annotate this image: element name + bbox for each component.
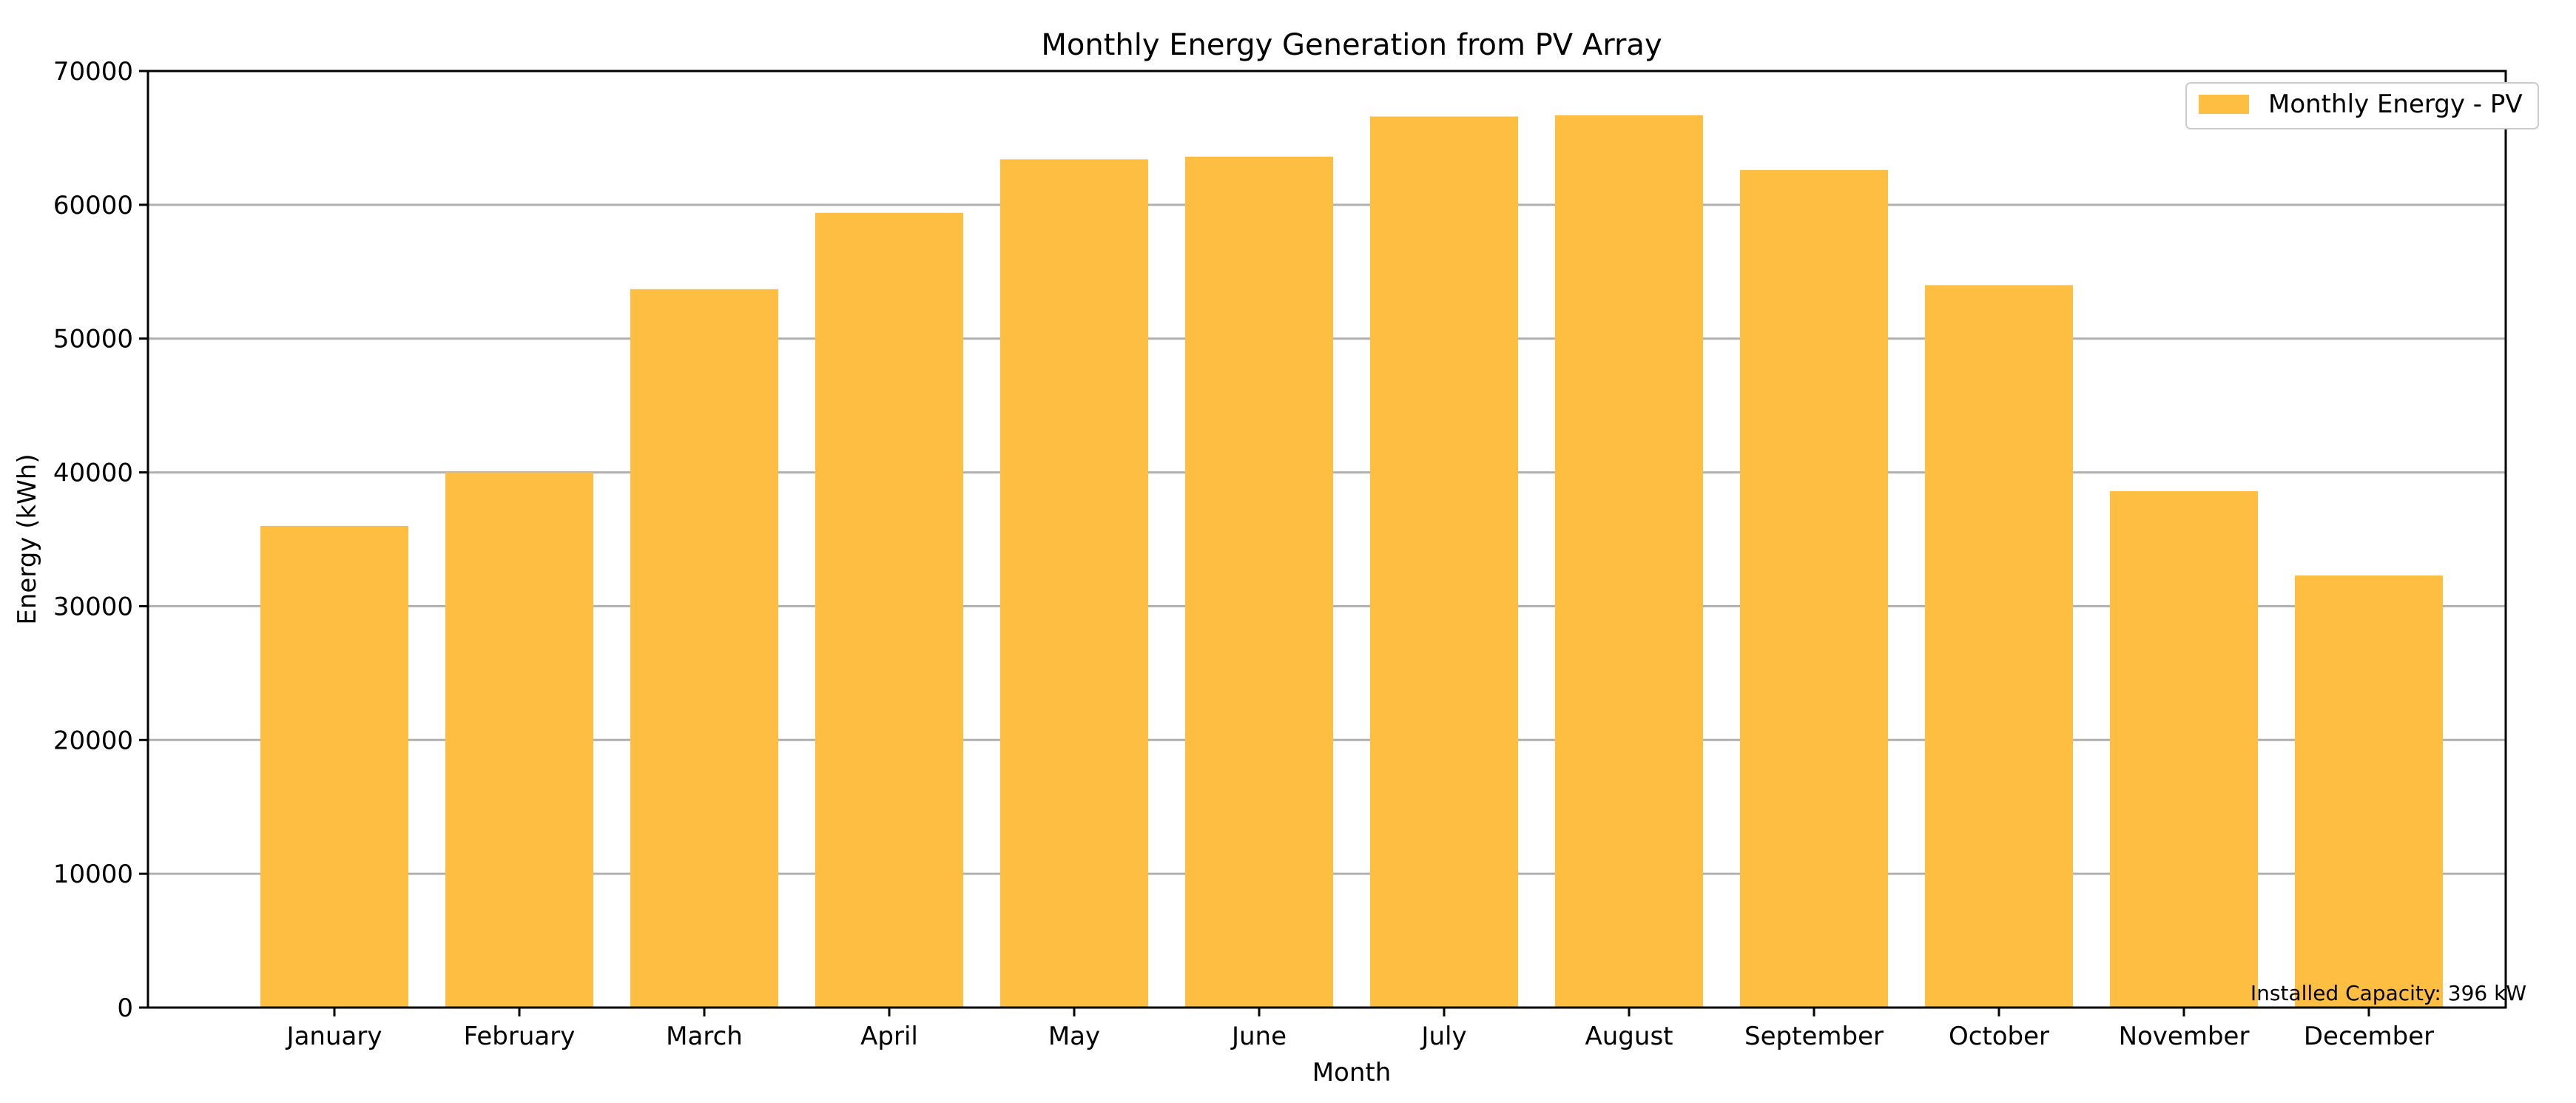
plot-area-frame <box>146 70 2507 1009</box>
x-tick-label: October <box>1949 1022 2049 1051</box>
bar-may <box>1000 159 1148 1008</box>
y-tick-label: 40000 <box>53 459 133 488</box>
x-tick-label: November <box>2119 1022 2250 1051</box>
x-tick-label: February <box>464 1022 576 1051</box>
y-tick-label: 50000 <box>53 325 133 354</box>
bar-january <box>260 525 408 1008</box>
legend-label: Monthly Energy - PV <box>2268 90 2523 119</box>
y-tick-label: 20000 <box>53 726 133 755</box>
x-tick-label: July <box>1420 1022 1466 1051</box>
x-axis-ticks: January February March April May June July Augu… <box>286 1008 2434 1051</box>
x-tick-label: June <box>1230 1022 1287 1051</box>
x-tick-label: January <box>286 1022 382 1051</box>
bar-july <box>1370 116 1518 1008</box>
y-axis-label: Energy (kWh) <box>13 453 42 624</box>
x-tick-label: December <box>2304 1022 2434 1051</box>
bar-august <box>1555 115 1703 1008</box>
bar-february <box>445 472 593 1008</box>
legend: Monthly Energy - PV <box>2185 82 2539 129</box>
bar-march <box>630 289 778 1008</box>
bar-december <box>2295 575 2443 1008</box>
legend-swatch <box>2199 95 2249 114</box>
bar-october <box>1925 285 2073 1008</box>
installed-capacity-annotation: Installed Capacity: 396 kW <box>2250 981 2526 1005</box>
y-axis-ticks: 0 10000 20000 30000 40000 50000 60000 70000 <box>53 57 148 1023</box>
legend-box <box>2185 82 2539 129</box>
x-tick-label: April <box>860 1022 918 1051</box>
y-tick-label: 70000 <box>53 57 133 87</box>
x-tick-label: March <box>666 1022 743 1051</box>
x-tick-label: August <box>1585 1022 1673 1051</box>
bar-september <box>1740 169 1888 1008</box>
bars <box>260 115 2443 1008</box>
x-tick-label: May <box>1048 1022 1100 1051</box>
bar-april <box>815 212 963 1008</box>
y-tick-label: 10000 <box>53 860 133 889</box>
chart-title: Monthly Energy Generation from PV Array <box>1041 28 1662 62</box>
bar-november <box>2110 490 2258 1008</box>
y-tick-label: 30000 <box>53 592 133 621</box>
x-axis-label: Month <box>1312 1058 1392 1087</box>
bar-june <box>1185 156 1333 1008</box>
y-tick-label: 60000 <box>53 191 133 220</box>
x-tick-label: September <box>1744 1022 1884 1051</box>
y-tick-label: 0 <box>117 994 133 1023</box>
